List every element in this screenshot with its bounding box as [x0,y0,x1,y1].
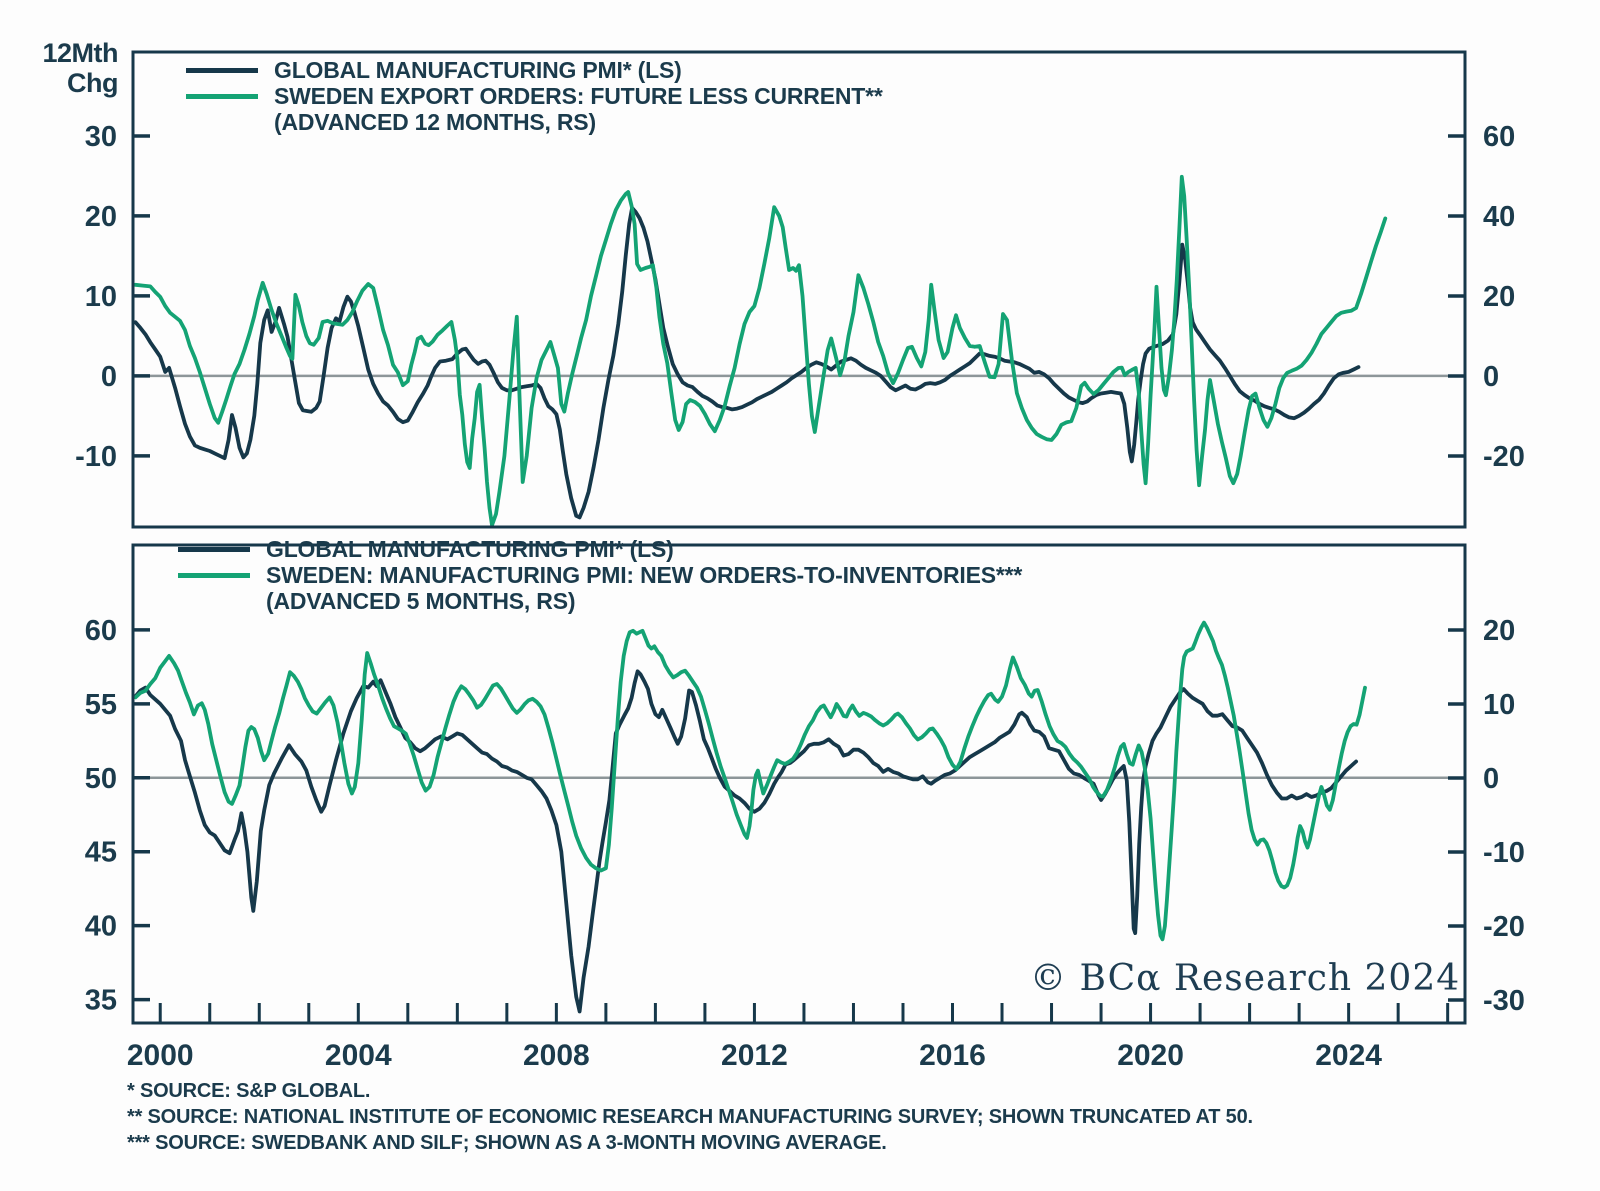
top-legend-row-advanced: (ADVANCED 12 MONTHS, RS) [186,109,883,135]
top-panel-green-series [133,174,1388,527]
left-axis-title: 12Mth Chg [30,38,118,98]
left-axis-tick-label: 45 [85,837,117,869]
left-axis-tick-label: 40 [85,911,117,943]
source-note-2: ** SOURCE: NATIONAL INSTITUTE OF ECONOMI… [127,1106,1253,1128]
top-panel-frame [131,50,1467,529]
bca-research-logo: © BCα Research 2024 [1030,958,1461,999]
green-line-swatch-icon [186,93,258,99]
right-axis-tick-label: 20 [1483,281,1515,313]
legend-spacer [178,599,250,604]
bottom-legend-row-advanced: (ADVANCED 5 MONTHS, RS) [178,588,1022,614]
left-axis-title-line2: Chg [67,68,118,98]
right-axis-tick-label: -20 [1483,911,1525,943]
x-axis-year-label: 2008 [523,1039,590,1072]
right-axis-tick-label: 10 [1483,689,1515,721]
left-axis-tick-label: -10 [75,441,117,473]
left-axis-tick-label: 30 [85,121,117,153]
top-legend-row-sweden: SWEDEN EXPORT ORDERS: FUTURE LESS CURREN… [186,83,883,109]
x-axis-year-label: 2024 [1315,1039,1382,1072]
right-axis-tick-label: -20 [1483,441,1525,473]
left-axis-tick-label: 50 [85,763,117,795]
green-line-swatch-icon [178,572,250,578]
left-axis-tick-label: 10 [85,281,117,313]
x-axis-year-label: 2016 [919,1039,986,1072]
top-legend-label-advanced: (ADVANCED 12 MONTHS, RS) [274,108,596,135]
right-axis-tick-label: 0 [1483,361,1499,393]
right-axis-tick-label: 0 [1483,763,1499,795]
x-axis-year-label: 2020 [1117,1039,1184,1072]
left-axis-tick-label: 35 [85,985,117,1017]
x-axis-year-label: 2012 [721,1039,788,1072]
dark-line-swatch-icon [178,546,250,552]
bottom-panel-green-series [133,620,1367,942]
right-axis-tick-label: -30 [1483,985,1525,1017]
left-axis-tick-label: 55 [85,689,117,721]
right-axis-tick-label: 20 [1483,615,1515,647]
source-notes: * SOURCE: S&P GLOBAL. ** SOURCE: NATIONA… [127,1078,1253,1156]
bottom-legend-row-sweden: SWEDEN: MANUFACTURING PMI: NEW ORDERS-TO… [178,562,1022,588]
bottom-legend-row-pmi: GLOBAL MANUFACTURING PMI* (LS) [178,536,1022,562]
x-axis-year-label: 2004 [325,1039,392,1072]
bottom-legend-label-sweden: SWEDEN: MANUFACTURING PMI: NEW ORDERS-TO… [266,561,1023,588]
bottom-legend-label-pmi: GLOBAL MANUFACTURING PMI* (LS) [266,535,674,562]
right-axis-tick-label: -10 [1483,837,1525,869]
top-legend: GLOBAL MANUFACTURING PMI* (LS) SWEDEN EX… [186,57,883,135]
right-axis-tick-label: 40 [1483,201,1515,233]
left-axis-tick-label: 60 [85,615,117,647]
top-legend-row-pmi: GLOBAL MANUFACTURING PMI* (LS) [186,57,883,83]
top-legend-label-pmi: GLOBAL MANUFACTURING PMI* (LS) [274,56,682,83]
source-note-1: * SOURCE: S&P GLOBAL. [127,1080,371,1102]
left-axis-tick-label: 20 [85,201,117,233]
legend-spacer [186,120,258,125]
top-legend-label-sweden: SWEDEN EXPORT ORDERS: FUTURE LESS CURREN… [274,82,883,109]
top-panel-dark-series [133,205,1361,520]
left-axis-title-line1: 12Mth [42,38,118,68]
dark-line-swatch-icon [186,67,258,73]
x-axis-year-label: 2000 [127,1039,194,1072]
bottom-legend: GLOBAL MANUFACTURING PMI* (LS) SWEDEN: M… [178,536,1022,614]
bottom-legend-label-advanced: (ADVANCED 5 MONTHS, RS) [266,587,576,614]
bottom-panel-frame [131,543,1467,1025]
right-axis-tick-label: 60 [1483,121,1515,153]
left-axis-tick-label: 0 [101,361,117,393]
source-note-3: *** SOURCE: SWEDBANK AND SILF; SHOWN AS … [127,1132,887,1154]
